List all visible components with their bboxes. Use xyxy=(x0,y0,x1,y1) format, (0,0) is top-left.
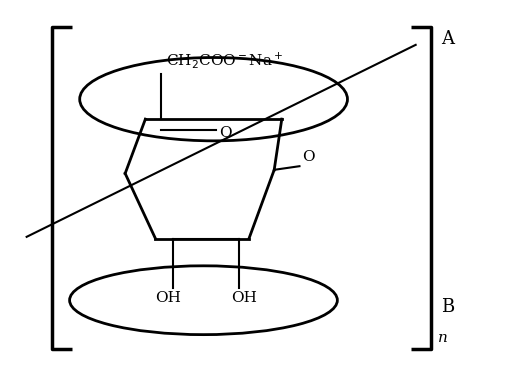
Text: O: O xyxy=(218,126,231,139)
Text: n: n xyxy=(438,331,448,346)
Text: A: A xyxy=(441,30,454,49)
Text: CH$_2$COO$^-$Na$^+$: CH$_2$COO$^-$Na$^+$ xyxy=(166,50,283,70)
Text: OH: OH xyxy=(155,291,181,305)
Text: OH: OH xyxy=(231,291,257,305)
Text: B: B xyxy=(441,299,454,316)
Text: O: O xyxy=(302,150,314,164)
